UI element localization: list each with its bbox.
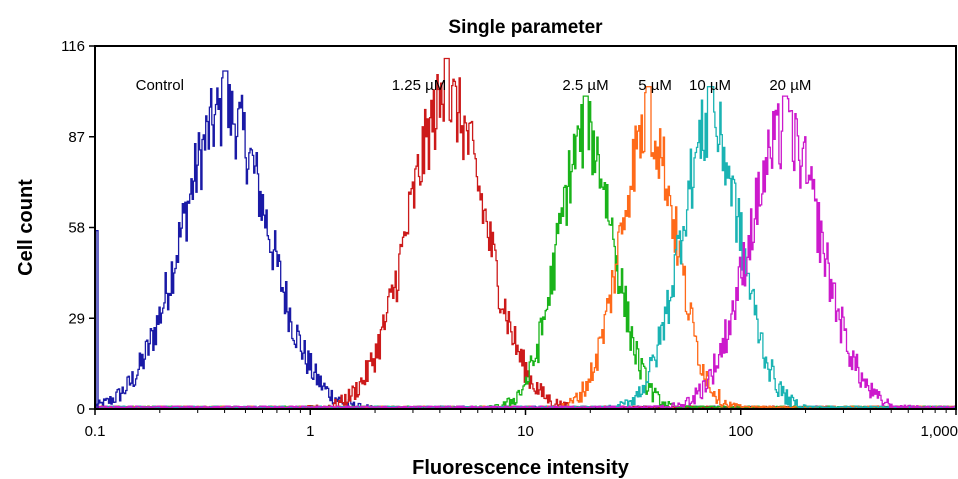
series-label-0: Control <box>136 77 184 94</box>
y-tick-label: 0 <box>77 401 85 418</box>
y-tick-label: 29 <box>68 310 85 327</box>
x-tick-label: 100 <box>728 423 753 440</box>
x-tick-label: 1 <box>306 423 314 440</box>
series-label-3: 5 µM <box>638 77 672 94</box>
y-tick-label: 116 <box>61 38 85 55</box>
y-tick-label: 87 <box>68 129 85 146</box>
plot-frame <box>94 45 957 410</box>
labels-layer: Control 1.25 µM 2.5 µM 5 µM 10 µM 20 µM <box>136 77 812 94</box>
series-line-0 <box>95 70 957 409</box>
x-tick-label: 1,000 <box>920 423 958 440</box>
y-tick-label: 58 <box>68 220 85 237</box>
series-label-2: 2.5 µM <box>562 77 608 94</box>
x-tick-label: 10 <box>517 423 534 440</box>
series-label-5: 20 µM <box>769 77 811 94</box>
ticks-layer: 0.1 1 10 100 1,000 0 29 58 87 116 <box>61 38 958 440</box>
x-axis-title: Fluorescence intensity <box>412 457 630 479</box>
chart-title: Single parameter <box>448 17 603 38</box>
series-label-1: 1.25 µM <box>392 77 447 94</box>
series-line-1 <box>95 57 957 409</box>
y-axis-title: Cell count <box>15 179 37 276</box>
series-line-5 <box>95 95 957 409</box>
x-tick-label: 0.1 <box>85 423 106 440</box>
series-layer <box>95 57 957 409</box>
control-edge-spike <box>95 229 99 409</box>
series-label-4: 10 µM <box>689 77 731 94</box>
